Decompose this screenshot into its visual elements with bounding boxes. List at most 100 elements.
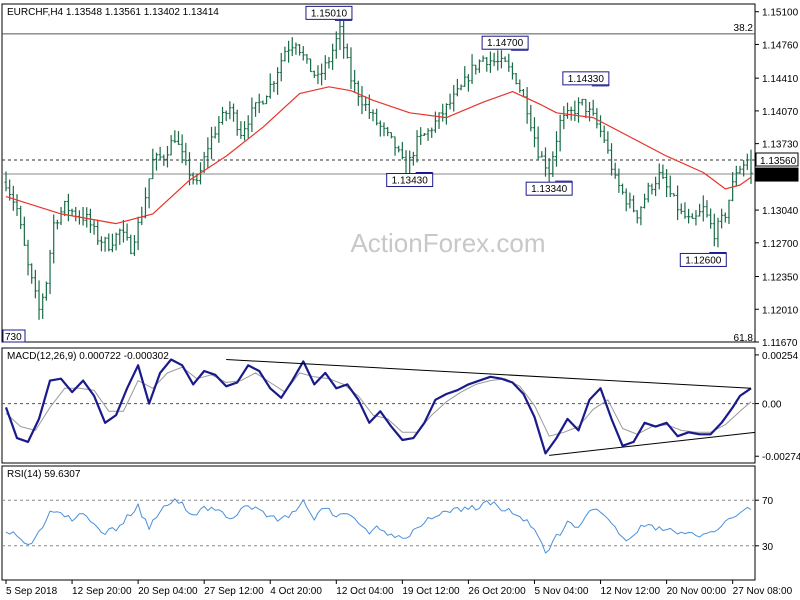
ohlc-bar bbox=[606, 131, 610, 154]
ohlc-bar bbox=[518, 79, 522, 93]
x-tick-label: 27 Sep 12:00 bbox=[204, 586, 264, 597]
macd-panel-frame bbox=[1, 347, 756, 464]
fib-38-label: 38.2 bbox=[734, 23, 754, 34]
ohlc-bar bbox=[37, 280, 41, 320]
ohlc-bar bbox=[228, 101, 232, 120]
ohlc-bar bbox=[576, 97, 581, 123]
annotation-label: 1.14330 bbox=[568, 74, 605, 85]
ohlc-bar bbox=[698, 203, 702, 217]
ohlc-bar bbox=[180, 134, 184, 164]
ohlc-bar bbox=[151, 148, 155, 180]
annotation-box bbox=[386, 173, 434, 188]
ohlc-bar bbox=[591, 99, 595, 116]
macd-panel-header: MACD(12,26,9) 0.000722 -0.000302 bbox=[7, 351, 169, 362]
ohlc-bar bbox=[580, 98, 584, 106]
ohlc-bar bbox=[334, 31, 338, 59]
price-tick-label: 1.14410 bbox=[762, 74, 799, 85]
ohlc-bar bbox=[712, 213, 716, 247]
ohlc-bar bbox=[88, 208, 93, 233]
ohlc-bar bbox=[30, 263, 34, 284]
ohlc-bar bbox=[132, 235, 137, 256]
ohlc-bar bbox=[121, 219, 126, 243]
partial-fib-label: 61.8 bbox=[734, 333, 754, 344]
ohlc-bar bbox=[507, 53, 511, 72]
ohlc-bar bbox=[206, 137, 210, 169]
ohlc-bar bbox=[283, 46, 287, 62]
price-tick-label: 1.13730 bbox=[762, 140, 799, 151]
ohlc-bar bbox=[562, 106, 566, 130]
x-tick-label: 12 Sep 20:00 bbox=[72, 586, 132, 597]
ohlc-bar bbox=[657, 163, 661, 190]
x-tick-label: 20 Sep 04:00 bbox=[138, 586, 198, 597]
ohlc-bar bbox=[720, 208, 724, 229]
ohlc-bar bbox=[15, 194, 19, 216]
ohlc-bar bbox=[481, 55, 485, 62]
ohlc-bar bbox=[404, 150, 408, 176]
ohlc-bar bbox=[301, 45, 305, 61]
ohlc-bar bbox=[734, 165, 738, 187]
x-tick-label: 5 Nov 04:00 bbox=[534, 586, 588, 597]
ohlc-bar bbox=[536, 126, 540, 160]
ohlc-bar bbox=[554, 131, 559, 167]
ohlc-bar bbox=[99, 236, 104, 252]
ohlc-bar bbox=[378, 120, 382, 137]
ohlc-bar bbox=[602, 125, 606, 143]
ohlc-bar bbox=[66, 193, 70, 222]
ohlc-bar bbox=[224, 110, 228, 122]
ohlc-bar bbox=[459, 84, 463, 91]
macd-tick-label: 0.00254 bbox=[762, 351, 799, 362]
last-price-label: 1.13414 bbox=[760, 171, 797, 182]
ohlc-bar bbox=[470, 54, 474, 84]
annotation-label: 1.15010 bbox=[311, 8, 348, 19]
ohlc-bar bbox=[217, 116, 221, 143]
ohlc-bar bbox=[499, 50, 504, 69]
ohlc-bar bbox=[173, 130, 177, 143]
ohlc-bar bbox=[41, 293, 45, 320]
ohlc-bar bbox=[716, 217, 720, 248]
ohlc-bar bbox=[503, 56, 507, 62]
ohlc-bar bbox=[309, 58, 313, 73]
ohlc-bar bbox=[463, 66, 467, 87]
ohlc-bar bbox=[687, 208, 691, 224]
ohlc-bar bbox=[595, 108, 599, 129]
price-panel-frame bbox=[1, 3, 756, 343]
ohlc-bar bbox=[375, 108, 379, 126]
x-tick-label: 4 Oct 20:00 bbox=[270, 586, 322, 597]
ohlc-bar bbox=[169, 135, 173, 156]
ohlc-bar bbox=[165, 146, 170, 168]
ohlc-bar bbox=[389, 132, 393, 139]
ohlc-bar bbox=[419, 127, 423, 145]
ohlc-bar bbox=[624, 188, 628, 212]
ohlc-bar bbox=[220, 106, 225, 125]
ohlc-bar bbox=[738, 165, 742, 174]
ohlc-bar bbox=[437, 112, 441, 129]
sma-line bbox=[5, 86, 752, 225]
ohlc-bar bbox=[679, 203, 683, 215]
ohlc-bar bbox=[466, 74, 471, 92]
price-tick-label: 1.14760 bbox=[762, 40, 799, 51]
ohlc-bar bbox=[639, 206, 643, 226]
ohlc-bar bbox=[261, 100, 265, 105]
ohlc-bar bbox=[525, 87, 529, 124]
ohlc-bar bbox=[430, 127, 434, 138]
ohlc-bar bbox=[411, 151, 415, 166]
ohlc-bar bbox=[154, 152, 159, 171]
ohlc-bar bbox=[305, 54, 309, 64]
annotation-box bbox=[481, 35, 529, 50]
ohlc-bar bbox=[701, 195, 705, 222]
ohlc-bar bbox=[4, 171, 8, 192]
ohlc-bar bbox=[239, 121, 243, 139]
ohlc-bar bbox=[477, 59, 482, 73]
ohlc-bar bbox=[360, 86, 364, 115]
ohlc-bar bbox=[257, 93, 261, 114]
ohlc-bar bbox=[584, 98, 588, 119]
ohlc-bar bbox=[448, 93, 452, 110]
ohlc-bar bbox=[510, 62, 515, 80]
ohlc-bar bbox=[650, 183, 654, 195]
partial-annotation-label: 730 bbox=[5, 332, 22, 343]
ohlc-bar bbox=[598, 115, 603, 138]
ohlc-bar bbox=[338, 16, 342, 51]
ohlc-bar bbox=[85, 207, 89, 228]
ohlc-bar bbox=[364, 96, 368, 112]
